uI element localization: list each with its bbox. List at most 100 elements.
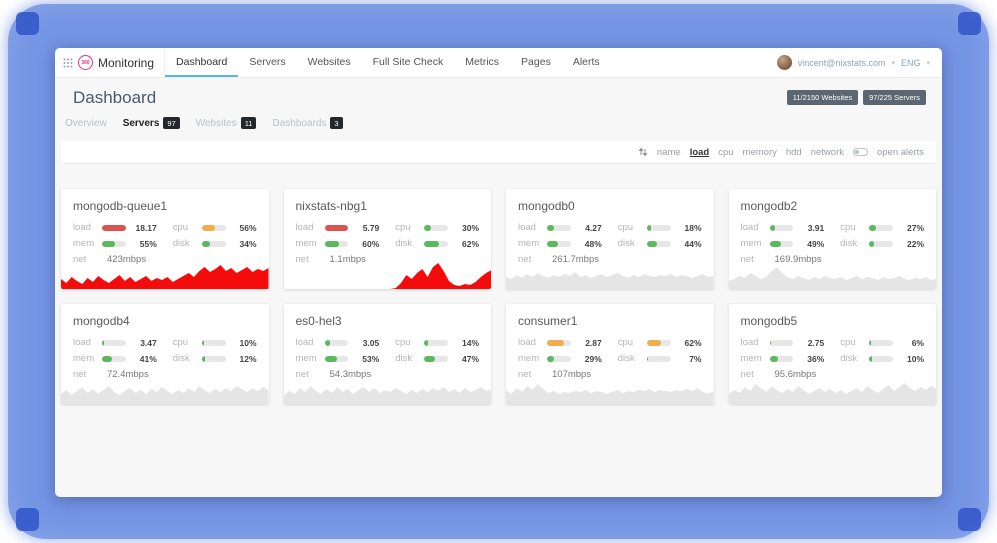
- disk-metric: disk 7%: [618, 353, 702, 364]
- tab-websites[interactable]: Websites 11: [196, 117, 257, 129]
- nav-item-servers[interactable]: Servers: [249, 55, 286, 68]
- sort-by-load[interactable]: load: [689, 146, 710, 158]
- cpu-label: cpu: [172, 222, 189, 233]
- disk-metric: disk 44%: [618, 238, 702, 249]
- server-name[interactable]: mongodb4: [73, 314, 130, 328]
- net-label: net: [518, 254, 532, 265]
- server-card[interactable]: mongodb2 load 3.91 cpu 27% mem 49% disk …: [728, 189, 936, 289]
- net-value: 72.4mbps: [107, 369, 149, 380]
- server-card[interactable]: mongodb5 load 2.75 cpu 6% mem 36% disk 1…: [728, 304, 936, 404]
- sort-by-memory[interactable]: memory: [742, 146, 777, 158]
- mem-metric: mem 48%: [518, 238, 602, 249]
- user-avatar[interactable]: [776, 55, 792, 70]
- server-name[interactable]: mongodb-queue1: [73, 199, 168, 213]
- load-metric: load 5.79: [296, 222, 380, 233]
- sparkline-chart: [506, 384, 714, 404]
- net-label: net: [295, 254, 309, 265]
- language-selector[interactable]: ENG: [900, 57, 921, 68]
- disk-label: disk: [172, 238, 190, 249]
- cpu-bar: [201, 224, 226, 231]
- sort-by-name[interactable]: name: [656, 146, 681, 158]
- nav-item-alerts[interactable]: Alerts: [572, 55, 600, 68]
- mem-metric: mem 36%: [741, 353, 825, 364]
- metrics: load 3.47 cpu 10% mem 41% disk 12%: [73, 337, 257, 364]
- net-value: 54.3mbps: [329, 369, 372, 380]
- tab-overview[interactable]: Overview: [65, 117, 107, 129]
- server-card[interactable]: mongodb-queue1 load 18.17 cpu 56% mem 55…: [61, 189, 269, 289]
- net-metric: net 261.7mbps: [518, 254, 702, 265]
- server-cards-grid: mongodb-queue1 load 18.17 cpu 56% mem 55…: [61, 189, 936, 404]
- open-alerts-filter[interactable]: open alerts: [876, 146, 924, 158]
- nav-item-pages[interactable]: Pages: [521, 55, 551, 68]
- disk-label: disk: [617, 353, 635, 364]
- tab-servers[interactable]: Servers 97: [123, 117, 180, 129]
- disk-bar: [424, 240, 448, 247]
- nav-item-websites[interactable]: Websites: [307, 55, 351, 68]
- server-card[interactable]: mongodb4 load 3.47 cpu 10% mem 41% disk …: [61, 304, 269, 404]
- cpu-label: cpu: [617, 337, 634, 348]
- server-name[interactable]: consumer1: [518, 314, 578, 328]
- disk-metric: disk 62%: [395, 238, 479, 249]
- load-bar: [102, 224, 126, 231]
- net-metric: net 54.3mbps: [296, 369, 480, 380]
- sort-by-network[interactable]: network: [810, 146, 844, 158]
- app-grid-icon[interactable]: [63, 58, 73, 68]
- mem-bar: [102, 355, 126, 362]
- load-bar: [547, 224, 571, 231]
- load-metric: load 2.75: [741, 337, 825, 348]
- disk-value: 12%: [239, 353, 257, 364]
- nav-item-metrics[interactable]: Metrics: [465, 55, 500, 68]
- mem-metric: mem 60%: [296, 238, 380, 249]
- cpu-value: 14%: [461, 337, 479, 348]
- metrics: load 2.75 cpu 6% mem 36% disk 10%: [741, 337, 925, 364]
- mem-label: mem: [518, 353, 540, 364]
- server-card[interactable]: mongodb0 load 4.27 cpu 18% mem 48% disk …: [506, 189, 714, 289]
- user-menu[interactable]: vincent@nixstats.com: [797, 57, 886, 68]
- cpu-metric: cpu 62%: [618, 337, 702, 348]
- load-value: 4.27: [585, 222, 602, 233]
- cpu-bar: [869, 339, 893, 346]
- open-alerts-toggle-icon[interactable]: [852, 148, 868, 156]
- cpu-bar: [646, 224, 671, 231]
- load-metric: load 3.47: [73, 337, 157, 348]
- nav-item-full-site-check[interactable]: Full Site Check: [372, 55, 444, 68]
- brand-name: Monitoring: [98, 55, 155, 70]
- mem-metric: mem 41%: [73, 353, 157, 364]
- server-name[interactable]: es0-hel3: [295, 314, 342, 328]
- mem-bar: [547, 240, 571, 247]
- net-value: 1.1mbps: [329, 254, 366, 265]
- server-name[interactable]: mongodb0: [518, 199, 575, 213]
- tab-label: Servers: [122, 117, 160, 129]
- server-card[interactable]: es0-hel3 load 3.05 cpu 14% mem 53% disk …: [283, 304, 491, 404]
- server-card[interactable]: consumer1 load 2.87 cpu 62% mem 29% disk…: [506, 304, 714, 404]
- chevron-down-icon: ▾: [926, 59, 930, 67]
- disk-value: 22%: [906, 238, 924, 249]
- nav-item-dashboard[interactable]: Dashboard: [165, 48, 239, 77]
- load-bar: [769, 339, 794, 346]
- server-card[interactable]: nixstats-nbg1 load 5.79 cpu 30% mem 60% …: [283, 189, 491, 289]
- sort-by-cpu[interactable]: cpu: [718, 146, 734, 158]
- page-title: Dashboard: [73, 88, 157, 107]
- mem-label: mem: [740, 238, 762, 249]
- disk-metric: disk 10%: [840, 353, 924, 364]
- server-name[interactable]: mongodb5: [740, 314, 798, 328]
- mem-value: 36%: [807, 353, 825, 364]
- sort-by-hdd[interactable]: hdd: [785, 146, 802, 158]
- mem-value: 53%: [362, 353, 380, 364]
- cpu-metric: cpu 30%: [395, 222, 479, 233]
- cpu-value: 10%: [239, 337, 257, 348]
- metrics: load 3.05 cpu 14% mem 53% disk 47%: [296, 337, 480, 364]
- mem-label: mem: [740, 353, 762, 364]
- server-name[interactable]: mongodb2: [740, 199, 798, 213]
- load-label: load: [73, 222, 91, 233]
- mem-bar: [769, 240, 794, 247]
- server-name[interactable]: nixstats-nbg1: [295, 199, 367, 213]
- disk-bar: [869, 355, 893, 362]
- mem-value: 55%: [139, 238, 157, 249]
- disk-label: disk: [395, 353, 413, 364]
- mem-metric: mem 53%: [296, 353, 380, 364]
- disk-metric: disk 47%: [395, 353, 479, 364]
- tab-dashboards[interactable]: Dashboards 3: [272, 117, 343, 129]
- load-label: load: [73, 337, 91, 348]
- load-value: 2.75: [807, 337, 825, 348]
